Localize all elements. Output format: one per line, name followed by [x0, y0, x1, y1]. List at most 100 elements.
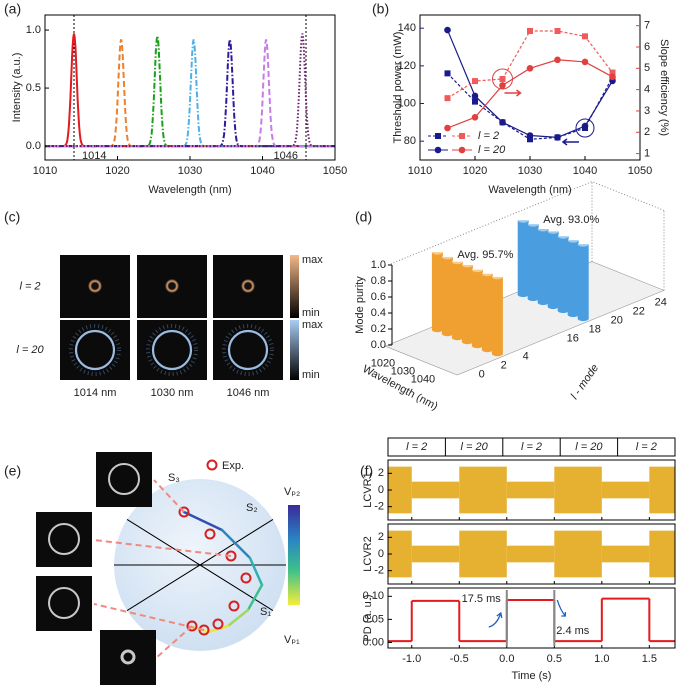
bar — [432, 252, 443, 330]
drive-signal — [507, 482, 555, 499]
drive-signal — [602, 546, 650, 563]
colorbar-label: Vₚ₂ — [284, 486, 300, 498]
y2-tick-label: 1 — [644, 148, 650, 160]
z-tick-label: 22 — [633, 306, 645, 318]
y-tick-label: -2 — [374, 501, 384, 513]
y-tick-label: 0.6 — [371, 291, 386, 303]
drive-signal — [459, 531, 507, 578]
bar-top — [578, 242, 589, 247]
spectrum — [45, 39, 335, 146]
z-tick-label: 4 — [523, 351, 529, 363]
annotation: 2.4 ms — [556, 625, 590, 637]
y-tick-label: -2 — [374, 565, 384, 577]
bar-top — [568, 238, 579, 243]
point — [582, 59, 589, 66]
drive-signal — [507, 546, 555, 563]
legend-marker — [208, 461, 217, 470]
colorbar — [290, 255, 299, 318]
annotation: Avg. 95.7% — [457, 249, 513, 261]
x-tick-label: -1.0 — [402, 653, 421, 665]
x-tick-label: 1.0 — [594, 653, 609, 665]
mode-label: l = 2 — [521, 441, 542, 453]
y-axis-label: Threshold power (mW) — [392, 32, 404, 144]
y-axis-label: Intensity (a.u.) — [11, 53, 23, 123]
column-label: 1046 nm — [227, 387, 270, 399]
y2-axis-label: Slope efficiency (%) — [658, 39, 670, 136]
y-tick-label: 80 — [404, 135, 416, 147]
bar — [442, 257, 453, 334]
y2-tick-label: 7 — [644, 20, 650, 32]
point — [499, 119, 506, 126]
point — [554, 56, 561, 63]
point — [555, 28, 561, 34]
drive-signal — [412, 546, 460, 563]
bar-top — [472, 267, 483, 272]
drive-signal — [554, 467, 602, 514]
point — [527, 65, 534, 72]
bar-top — [462, 262, 473, 267]
drive-signal — [649, 467, 675, 514]
arrow — [563, 139, 579, 145]
colorbar-label: Vₚ₁ — [284, 634, 300, 646]
bar-top — [442, 254, 453, 259]
drive-signal — [412, 482, 460, 499]
y2-tick-label: 6 — [644, 41, 650, 53]
y-axis-label: LCVR2 — [362, 536, 374, 571]
point — [582, 33, 588, 39]
x-tick-label: 1030 — [178, 165, 202, 177]
bar-top — [548, 229, 559, 234]
y-tick-label: 0.8 — [371, 275, 386, 287]
y-tick-label: 2 — [378, 467, 384, 479]
x-tick-label: 1020 — [105, 165, 129, 177]
mode-label: l = 2 — [636, 441, 657, 453]
y-tick-label: 0 — [378, 548, 384, 560]
bar — [482, 274, 493, 350]
x-tick-label: 1030 — [518, 165, 542, 177]
colorbar-label: min — [302, 369, 320, 381]
point — [445, 70, 451, 76]
point — [472, 114, 479, 121]
legend-marker — [435, 133, 441, 139]
drive-signal — [554, 531, 602, 578]
x-tick-label: 1050 — [628, 165, 652, 177]
point — [499, 82, 506, 89]
y2-tick-label: 5 — [644, 62, 650, 74]
x-tick-label: 1040 — [411, 374, 435, 386]
point — [500, 76, 506, 82]
y-axis-label: LCVR1 — [362, 472, 374, 507]
panel-label: (a) — [4, 1, 21, 17]
bar-top — [518, 218, 529, 223]
bar — [462, 265, 473, 342]
legend-marker — [435, 147, 442, 154]
beam-image — [96, 452, 152, 507]
drive-signal — [602, 482, 650, 499]
point — [554, 134, 561, 141]
y-axis-label: Mode purity — [354, 276, 366, 334]
point — [472, 78, 478, 84]
y-tick-label: 0.0 — [26, 140, 41, 152]
y-tick-label: 0.5 — [26, 82, 41, 94]
bar — [578, 244, 589, 318]
x-tick-label: 0.5 — [547, 653, 562, 665]
point — [445, 95, 451, 101]
y-tick-label: 0.2 — [371, 323, 386, 335]
x-tick-label: -0.5 — [450, 653, 469, 665]
z-tick-label: 16 — [567, 333, 579, 345]
arrow — [557, 600, 565, 616]
bar — [568, 240, 579, 314]
beam-image — [137, 320, 207, 380]
x-tick-label: 0.0 — [499, 653, 514, 665]
bar — [472, 270, 483, 346]
beam-ring — [88, 279, 102, 293]
z-tick-label: 2 — [501, 360, 507, 372]
column-label: 1014 nm — [74, 387, 117, 399]
frame — [388, 588, 675, 648]
x-axis-label: Wavelength (nm) — [488, 184, 571, 196]
z-axis-label: l - mode — [569, 362, 602, 401]
y2-tick-label: 3 — [644, 105, 650, 117]
point — [472, 93, 479, 100]
panel-label: (b) — [372, 1, 389, 17]
colorbar — [288, 505, 300, 605]
bar-top — [538, 227, 549, 232]
legend-marker — [459, 147, 466, 154]
